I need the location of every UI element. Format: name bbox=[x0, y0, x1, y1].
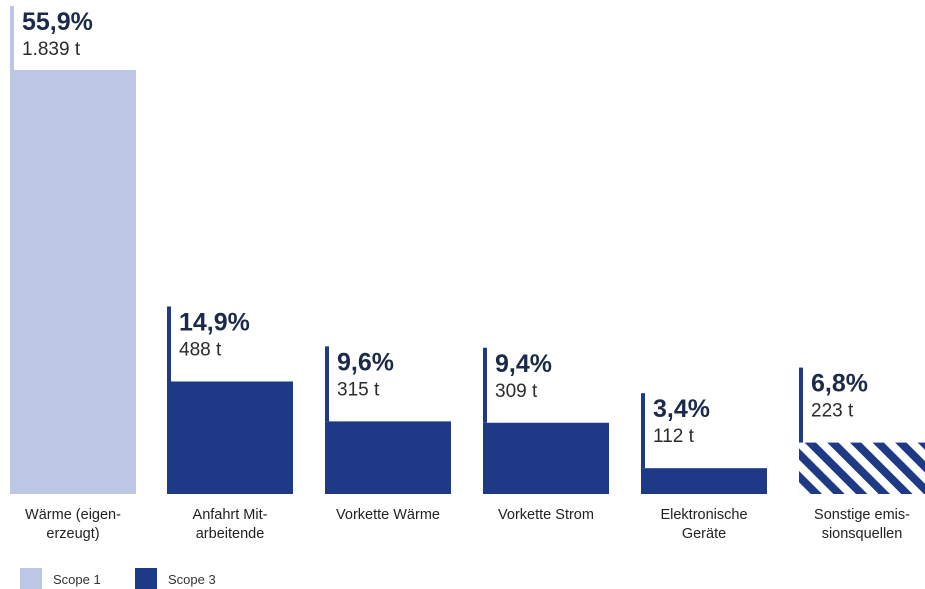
percent-label: 9,6% bbox=[337, 348, 394, 376]
bar-group: 14,9% 488 t Anfahrt Mit-arbeitende bbox=[167, 306, 293, 542]
bar-marker-line bbox=[799, 367, 803, 443]
value-label: 488 t bbox=[179, 339, 222, 360]
legend-item: Scope 1 bbox=[20, 568, 101, 589]
category-label: Vorkette Strom bbox=[498, 507, 594, 523]
percent-label: 14,9% bbox=[179, 308, 250, 336]
legend-label: Scope 3 bbox=[168, 572, 216, 587]
legend: Scope 1 Scope 3 bbox=[20, 568, 216, 589]
bar bbox=[799, 442, 925, 494]
legend-label: Scope 1 bbox=[53, 572, 101, 587]
category-label: Vorkette Wärme bbox=[336, 507, 440, 523]
legend-swatch bbox=[135, 568, 157, 589]
legend-item: Scope 3 bbox=[135, 568, 216, 589]
value-label: 315 t bbox=[337, 379, 380, 400]
bars-layer: 55,9% 1.839 t Wärme (eigen-erzeugt) 14,9% 48… bbox=[10, 6, 925, 542]
bar-marker-line bbox=[483, 347, 487, 423]
bar-group: 9,4% 309 t Vorkette Strom bbox=[483, 347, 609, 523]
category-label: Geräte bbox=[682, 526, 726, 542]
bar-group: 55,9% 1.839 t Wärme (eigen-erzeugt) bbox=[10, 6, 136, 542]
bar-marker-line bbox=[325, 346, 329, 422]
bar bbox=[641, 468, 767, 494]
bar-group: 9,6% 315 t Vorkette Wärme bbox=[325, 346, 451, 523]
category-label: sionsquellen bbox=[822, 526, 903, 542]
bar-marker-line bbox=[167, 306, 171, 382]
category-label: erzeugt) bbox=[46, 526, 99, 542]
bar bbox=[167, 381, 293, 494]
category-label: Sonstige emis- bbox=[814, 507, 910, 523]
bar-marker-line bbox=[10, 6, 14, 70]
value-label: 223 t bbox=[811, 401, 854, 422]
bar bbox=[10, 70, 136, 494]
percent-label: 3,4% bbox=[653, 395, 710, 423]
bar bbox=[325, 421, 451, 494]
category-label: Anfahrt Mit- bbox=[193, 507, 268, 523]
bar bbox=[483, 422, 609, 494]
percent-label: 6,8% bbox=[811, 370, 868, 398]
category-label: Elektronische bbox=[660, 507, 747, 523]
value-label: 1.839 t bbox=[22, 39, 81, 60]
category-label: arbeitende bbox=[196, 526, 265, 542]
category-label: Wärme (eigen- bbox=[25, 507, 121, 523]
percent-label: 55,9% bbox=[22, 8, 93, 36]
percent-label: 9,4% bbox=[495, 350, 552, 378]
bar-group: 3,4% 112 t Elektronische Geräte bbox=[641, 393, 767, 542]
bar-group: 6,8% 223 t Sonstige emis-sionsquellen bbox=[799, 367, 925, 542]
value-label: 309 t bbox=[495, 381, 538, 402]
bar-marker-line bbox=[641, 393, 645, 469]
legend-swatch bbox=[20, 568, 42, 589]
value-label: 112 t bbox=[653, 426, 695, 447]
